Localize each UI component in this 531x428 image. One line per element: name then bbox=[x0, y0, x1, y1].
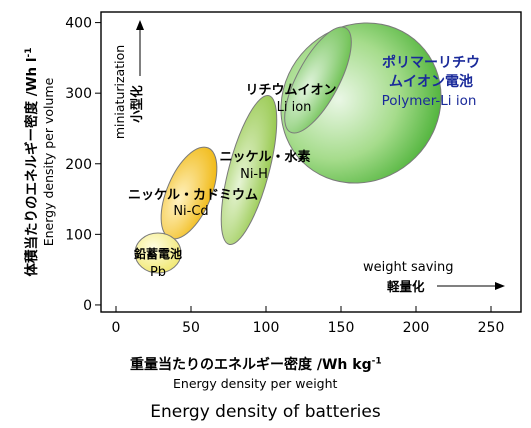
region-label-pb-en: Pb bbox=[150, 265, 166, 280]
region-pb bbox=[134, 232, 182, 274]
chart-title: Energy density of batteries bbox=[150, 402, 381, 422]
region-label-nicd-ja: ニッケル・カドミウム bbox=[128, 188, 258, 203]
region-label-polymer-ja-1: ポリマーリチウ bbox=[382, 54, 480, 71]
y-axis-title-en: Energy density per volume bbox=[41, 77, 56, 246]
region-ni-h bbox=[220, 94, 278, 246]
x-tick-label: 250 bbox=[478, 320, 505, 336]
region-label-polymer-ja-2: ムイオン電池 bbox=[389, 73, 473, 90]
region-li-ion bbox=[284, 26, 352, 134]
y-tick-label: 400 bbox=[65, 16, 92, 32]
x-tick-label: 0 bbox=[112, 320, 121, 336]
region-label-li-ja: リチウムイオン bbox=[245, 83, 336, 98]
x-tick-label: 50 bbox=[182, 320, 200, 336]
x-tick-label: 150 bbox=[328, 320, 355, 336]
region-label-nih-ja: ニッケル・水素 bbox=[219, 149, 310, 165]
up-arrow-icon bbox=[136, 20, 144, 30]
miniaturization-label-ja: 小型化 bbox=[129, 85, 144, 124]
right-arrow-icon bbox=[495, 282, 505, 290]
region-label-nicd-en: Ni-Cd bbox=[173, 204, 208, 219]
y-tick-label: 200 bbox=[65, 157, 92, 173]
y-tick-label: 300 bbox=[65, 86, 92, 102]
x-tick-label: 200 bbox=[403, 320, 430, 336]
region-label-li-en: Li ion bbox=[277, 100, 312, 115]
region-label-nih-en: Ni-H bbox=[240, 167, 268, 182]
y-axis: 0 100 200 300 400 bbox=[65, 16, 101, 314]
y-axis-title-ja: 体積当たりのエネルギー密度 /Wh l-1 bbox=[23, 48, 40, 277]
weight-saving-label: weight saving bbox=[363, 260, 454, 275]
miniaturization-label: miniaturization bbox=[112, 45, 127, 139]
region-label-polymer-en: Polymer-Li ion bbox=[382, 93, 477, 109]
x-axis-title-ja: 重量当たりのエネルギー密度 /Wh kg-1 bbox=[130, 356, 382, 373]
x-axis-title-en: Energy density per weight bbox=[173, 376, 338, 391]
y-tick-label: 100 bbox=[65, 227, 92, 243]
x-tick-label: 100 bbox=[253, 320, 280, 336]
weight-saving-label-ja: 軽量化 bbox=[387, 279, 425, 294]
region-label-pb-ja: 鉛蓄電池 bbox=[133, 246, 182, 261]
x-axis: 0 50 100 150 200 250 bbox=[112, 306, 505, 336]
y-tick-label: 0 bbox=[83, 298, 92, 314]
plot-frame bbox=[100, 11, 522, 313]
